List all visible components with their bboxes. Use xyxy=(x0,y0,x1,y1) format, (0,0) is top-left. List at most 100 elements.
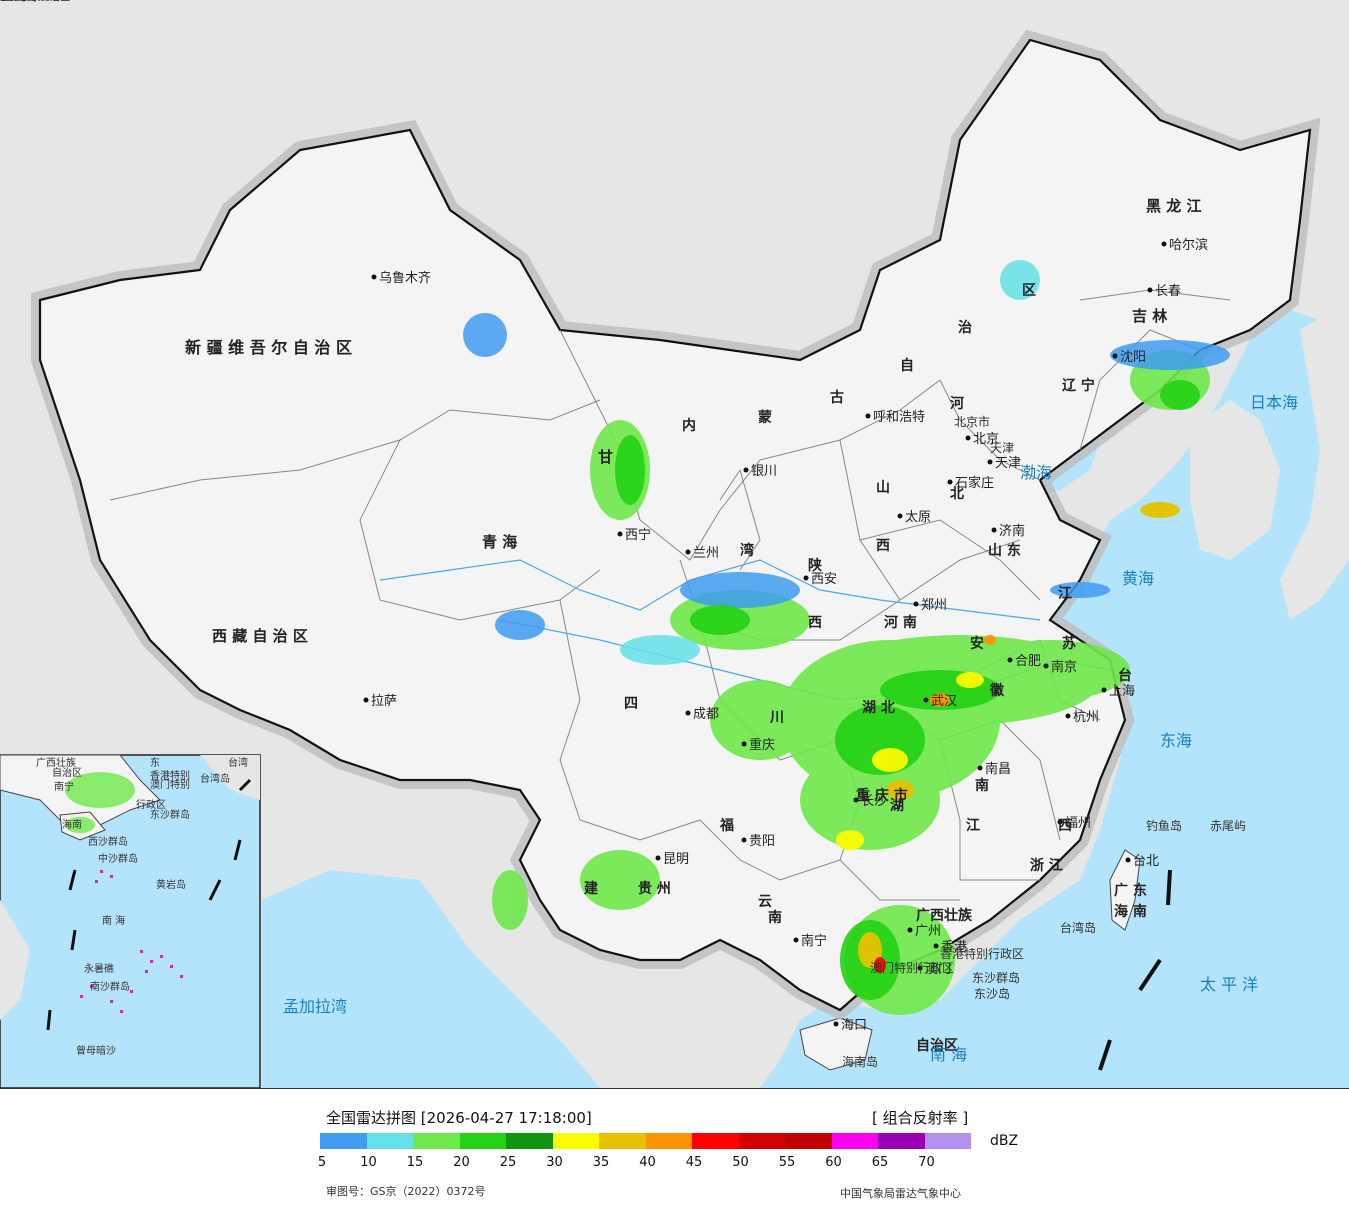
region-label: 四 xyxy=(624,696,638,712)
city-label: 沈阳 xyxy=(1120,350,1146,365)
city-dot xyxy=(947,479,953,485)
region-label: 辽 宁 xyxy=(1062,377,1095,394)
island-label: 东沙群岛 xyxy=(972,970,1020,985)
region-label: 广西壮族 xyxy=(916,907,973,924)
city-dot xyxy=(1112,353,1118,359)
region-label: 徽 xyxy=(989,682,1005,699)
sea-label: 渤海 xyxy=(1020,463,1052,482)
region-label: 蒙 xyxy=(758,409,772,426)
sea-label: 黄海 xyxy=(1122,569,1154,588)
inset-label: 永暑礁 xyxy=(84,962,114,975)
color-swatch xyxy=(785,1133,832,1149)
city-label: 成都 xyxy=(693,707,719,722)
inset-label: 南 海 xyxy=(102,914,125,927)
city-label: 银川 xyxy=(751,464,777,479)
color-swatch xyxy=(692,1133,739,1149)
city-label: 合肥 xyxy=(1015,654,1041,669)
city-label: 上海 xyxy=(1109,684,1135,699)
color-swatch xyxy=(552,1133,599,1149)
island-label: 澳门特别行政区 xyxy=(870,960,954,975)
region-label: 自 xyxy=(900,357,914,374)
color-swatch xyxy=(878,1133,925,1149)
japan-korea-land xyxy=(1190,300,1349,620)
city-dot xyxy=(1161,241,1167,247)
region-label: 西 藏 自 治 区 xyxy=(212,627,308,645)
city-label: 武汉 xyxy=(931,694,957,709)
island-label: 台湾岛 xyxy=(1060,920,1096,935)
region-label: 湖 xyxy=(890,798,904,814)
city-label: 北京 xyxy=(973,432,999,447)
color-swatch xyxy=(645,1133,692,1149)
scale-tick-label: 20 xyxy=(453,1155,470,1170)
city-label: 乌鲁木齐 xyxy=(379,270,431,286)
agency-name: 中国气象局雷达气象中心 xyxy=(840,1187,961,1200)
region-label: 区 xyxy=(1022,283,1036,299)
legend-panel: 全国雷达拼图 [2026-04-27 17:18:00] [ 组合反射率 ] d… xyxy=(0,1088,1349,1209)
city-dot xyxy=(907,927,913,933)
unit-label: dBZ xyxy=(990,1133,1019,1149)
city-label: 天津 xyxy=(995,456,1021,471)
city-dot xyxy=(655,855,661,861)
region-label: 南 xyxy=(768,909,782,926)
region-label: 西 xyxy=(808,615,822,631)
region-label: 河 xyxy=(950,395,964,412)
city-label: 福州 xyxy=(1065,816,1091,831)
city-markers xyxy=(363,241,1167,1027)
city-label: 石家庄 xyxy=(955,475,994,491)
inset-label: 海南 xyxy=(62,818,82,831)
sea-label: 日本海 xyxy=(1250,393,1298,412)
region-label: 河 南 xyxy=(884,614,917,631)
city-label: 海口 xyxy=(841,1018,867,1033)
island-label: 香港特别行政区 xyxy=(940,946,1024,961)
region-label: 自治区 xyxy=(916,1037,958,1054)
region-label: 西 xyxy=(876,538,890,554)
sea-label: 太 平 洋 xyxy=(1200,975,1258,994)
city-label: 重庆 xyxy=(749,737,775,753)
scale-tick-label: 70 xyxy=(918,1155,935,1170)
city-dot xyxy=(617,531,623,537)
scale-tick-label: 15 xyxy=(406,1155,424,1170)
region-label: 新 疆 维 吾 尔 自 治 区 xyxy=(185,338,352,357)
scale-tick-label: 10 xyxy=(360,1155,377,1170)
city-label: 香港 xyxy=(941,940,967,955)
city-dot xyxy=(1057,819,1063,825)
city-label: 长春 xyxy=(1155,284,1181,299)
region-label: 浙 江 xyxy=(1030,857,1063,874)
scale-tick-label: 60 xyxy=(825,1155,842,1170)
inset-label: 东 xyxy=(150,756,160,769)
city-dot xyxy=(1043,663,1049,669)
city-dot xyxy=(1125,857,1131,863)
island-label: 天津 xyxy=(990,441,1014,455)
city-dot xyxy=(991,527,997,533)
scale-tick-label: 45 xyxy=(685,1155,703,1170)
inset-label: 广西壮族 xyxy=(36,756,76,769)
color-swatch xyxy=(320,1133,367,1149)
region-label: 广 东 xyxy=(1114,882,1147,899)
inset-label: 香港特别 xyxy=(150,770,190,782)
map-approval-number: 审图号：GS京（2022）0372号 xyxy=(326,1185,486,1198)
city-dot xyxy=(685,549,691,555)
region-label: 西 xyxy=(1058,818,1072,834)
region-label: 山 东 xyxy=(988,542,1021,559)
region-label: 治 xyxy=(958,319,972,336)
inset-label: 中沙群岛 xyxy=(98,852,138,865)
region-label: 甘 xyxy=(598,448,613,466)
city-dot xyxy=(1101,687,1107,693)
region-label: 南 xyxy=(975,777,989,794)
city-label: 拉萨 xyxy=(371,694,397,709)
city-dot xyxy=(371,274,377,280)
city-dot xyxy=(741,741,747,747)
region-label: 海 南 xyxy=(1114,903,1147,920)
city-dot xyxy=(897,513,903,519)
radar-echoes xyxy=(463,260,1230,1015)
region-label: 建 xyxy=(584,880,598,897)
city-dot xyxy=(803,575,809,581)
city-label: 西安 xyxy=(811,572,837,587)
scale-tick-label: 40 xyxy=(639,1155,656,1170)
region-label: 青 海 xyxy=(482,533,517,551)
inset-label: 南沙群岛 xyxy=(90,980,130,993)
color-scale xyxy=(320,1133,971,1149)
color-swatch xyxy=(459,1133,506,1149)
inset-label: 南宁 xyxy=(54,780,74,793)
